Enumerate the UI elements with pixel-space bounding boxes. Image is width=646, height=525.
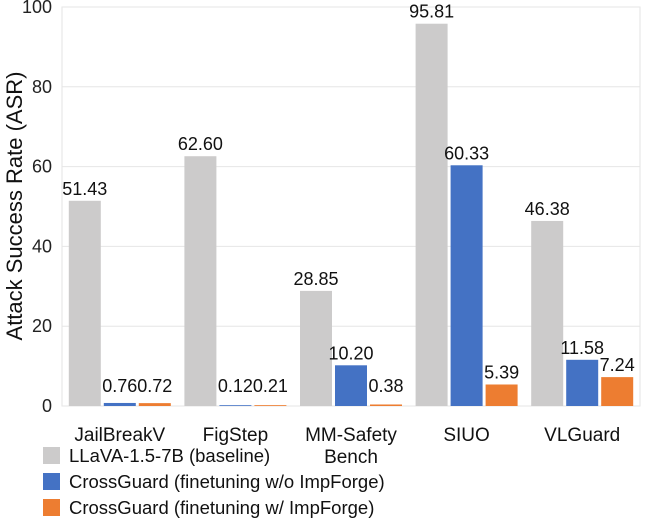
bar-value-label: 5.39 xyxy=(484,362,519,382)
bar-value-label: 7.24 xyxy=(600,355,635,375)
bar xyxy=(254,405,287,406)
y-tick-label: 20 xyxy=(32,316,52,336)
y-axis-title: Attack Success Rate (ASR) xyxy=(2,72,27,341)
bars xyxy=(68,23,634,406)
bar xyxy=(68,200,101,406)
bar-value-label: 10.20 xyxy=(328,343,373,363)
bar-value-label: 62.60 xyxy=(178,134,223,154)
bar xyxy=(450,165,483,406)
bar xyxy=(531,220,564,406)
bar-value-label: 0.21 xyxy=(253,376,288,396)
bar xyxy=(184,156,217,406)
bar-value-label: 0.72 xyxy=(137,376,172,396)
bar-value-label: 0.76 xyxy=(102,376,137,396)
x-category-label: MM-Safety xyxy=(305,425,397,446)
bar-value-label: 46.38 xyxy=(525,199,570,219)
y-tick-label: 100 xyxy=(22,0,52,17)
x-category-label: JailBreakV xyxy=(74,425,165,446)
bar-value-label: 11.58 xyxy=(560,338,604,358)
y-tick-label: 80 xyxy=(32,77,52,97)
value-labels: 51.43 0.76 0.72 62.60 0.12 0.21 28.85 10.20 0.38… xyxy=(62,2,634,396)
legend: LLaVA-1.5-7B (baseline) CrossGuard (finet… xyxy=(43,445,385,518)
y-tick-label: 60 xyxy=(32,157,52,177)
legend-swatch xyxy=(43,447,60,464)
y-tick-label: 40 xyxy=(32,236,52,256)
y-tick-label: 0 xyxy=(42,396,52,416)
legend-swatch xyxy=(43,499,60,516)
bar-value-label: 28.85 xyxy=(293,269,338,289)
y-axis-ticks: 0 20 40 60 80 100 xyxy=(22,0,52,416)
legend-label: CrossGuard (finetuning w/o ImpForge) xyxy=(69,471,385,492)
bar-value-label: 0.12 xyxy=(218,376,253,396)
bar xyxy=(335,365,367,406)
bar xyxy=(300,290,332,406)
bar xyxy=(566,359,599,406)
bar xyxy=(415,23,448,406)
bar-value-label: 51.43 xyxy=(62,179,107,199)
bar-value-label: 0.38 xyxy=(368,376,403,396)
x-category-label: SIUO xyxy=(443,425,489,446)
bar xyxy=(103,402,136,406)
x-category-label: FigStep xyxy=(203,425,268,446)
bar xyxy=(485,384,518,406)
bar xyxy=(138,403,171,406)
legend-label: LLaVA-1.5-7B (baseline) xyxy=(69,445,270,466)
bar-value-label: 95.81 xyxy=(409,2,454,22)
bar xyxy=(370,404,402,406)
legend-label: CrossGuard (finetuning w/ ImpForge) xyxy=(69,497,374,518)
bar xyxy=(219,405,252,406)
x-category-label: VLGuard xyxy=(544,425,620,446)
legend-swatch xyxy=(43,473,60,490)
bar xyxy=(601,377,634,406)
x-category-label: Bench xyxy=(324,447,378,468)
bar-value-label: 60.33 xyxy=(444,143,489,163)
